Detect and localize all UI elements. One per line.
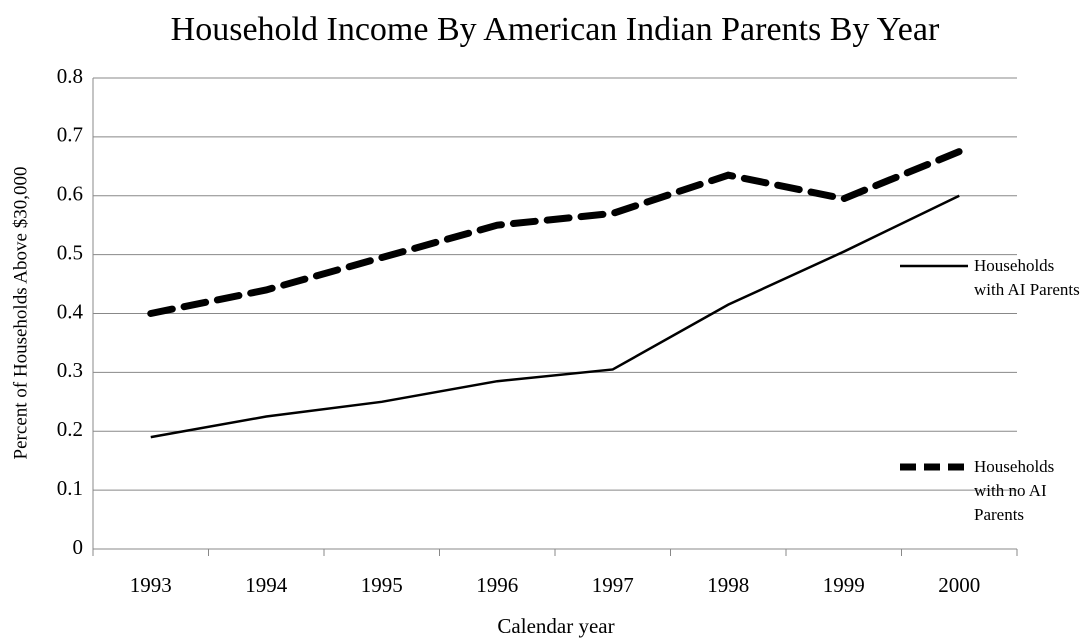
y-tick-label: 0 <box>73 535 84 559</box>
line-series <box>147 148 963 317</box>
x-axis-label: Calendar year <box>497 614 614 638</box>
x-tick-label: 2000 <box>938 573 980 597</box>
y-tick-label: 0.8 <box>57 64 83 88</box>
x-tick-label: 1995 <box>361 573 403 597</box>
y-tick-label: 0.1 <box>57 476 83 500</box>
y-tick-label: 0.3 <box>57 358 83 382</box>
legend-label: Households with no AI Parents <box>974 457 1055 524</box>
x-tick-label: 1998 <box>707 573 749 597</box>
x-tick-label: 1999 <box>823 573 865 597</box>
legend-label: Households with AI Parents <box>974 256 1080 299</box>
line-series <box>150 194 960 439</box>
x-tick-label: 1993 <box>130 573 172 597</box>
x-tick-label: 1996 <box>476 573 518 597</box>
y-axis-label: Percent of Households Above $30,000 <box>10 167 31 460</box>
chart-title: Household Income By American Indian Pare… <box>170 11 940 48</box>
y-tick-label: 0.2 <box>57 417 83 441</box>
y-tick-label: 0.5 <box>57 240 83 264</box>
y-tick-label: 0.7 <box>57 123 83 147</box>
y-tick-label: 0.4 <box>57 299 84 323</box>
y-tick-label: 0.6 <box>57 182 83 206</box>
x-tick-label: 1997 <box>592 573 634 597</box>
x-tick-label: 1994 <box>245 573 288 597</box>
